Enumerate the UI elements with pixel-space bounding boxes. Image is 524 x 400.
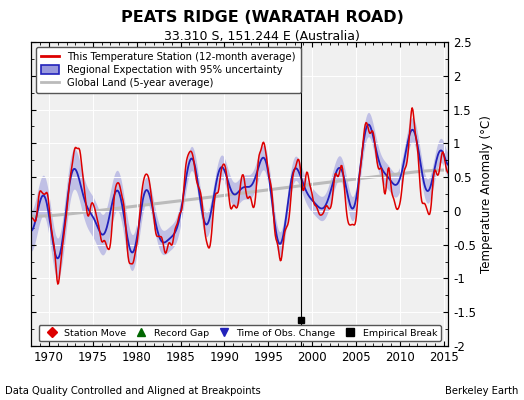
Text: Data Quality Controlled and Aligned at Breakpoints: Data Quality Controlled and Aligned at B… [5,386,261,396]
Text: 33.310 S, 151.244 E (Australia): 33.310 S, 151.244 E (Australia) [164,30,360,43]
Y-axis label: Temperature Anomaly (°C): Temperature Anomaly (°C) [480,115,493,273]
Text: PEATS RIDGE (WARATAH ROAD): PEATS RIDGE (WARATAH ROAD) [121,10,403,25]
Legend: Station Move, Record Gap, Time of Obs. Change, Empirical Break: Station Move, Record Gap, Time of Obs. C… [39,325,441,341]
Text: Berkeley Earth: Berkeley Earth [445,386,519,396]
